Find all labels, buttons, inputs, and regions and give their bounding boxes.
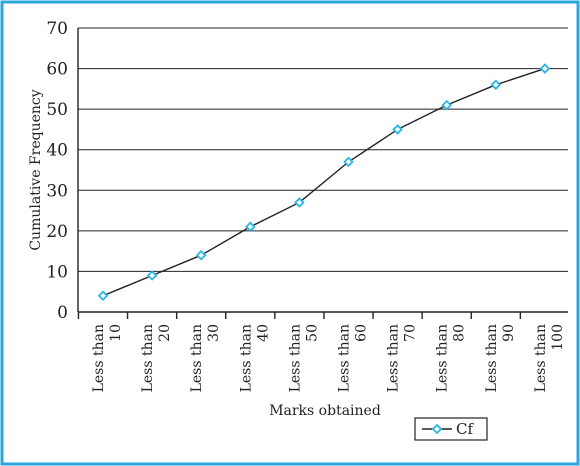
x-tick-label-7: Less than80 <box>435 324 468 392</box>
x-axis-title: Marks obtained <box>269 403 381 419</box>
data-point-9 <box>539 63 551 74</box>
y-tick-label-20: 20 <box>46 222 68 242</box>
legend-label: Cf <box>456 420 474 438</box>
legend: Cf <box>414 417 488 441</box>
series-cf <box>97 63 551 302</box>
y-tick-label-40: 40 <box>46 141 68 161</box>
data-point-4 <box>294 197 305 208</box>
x-tick-label-0: Less than10 <box>91 324 124 392</box>
data-point-6 <box>392 124 403 135</box>
series-line-cf <box>102 67 546 297</box>
data-point-3 <box>245 221 256 233</box>
y-tick-label-0: 0 <box>57 303 68 323</box>
data-point-7 <box>441 99 452 111</box>
x-tick-label-5: Less than60 <box>337 324 370 392</box>
y-tick-label-60: 60 <box>46 60 68 80</box>
x-tick-label-9: Less than100 <box>533 324 566 392</box>
data-point-1 <box>146 270 158 281</box>
axes <box>77 28 568 313</box>
x-tick-label-3: Less than40 <box>238 324 271 392</box>
x-tick-label-2: Less than30 <box>189 324 222 392</box>
x-tick-label-1: Less than20 <box>140 324 173 392</box>
y-tick-label-50: 50 <box>46 100 68 120</box>
data-point-0 <box>97 290 109 302</box>
x-tick-label-8: Less than90 <box>484 324 517 392</box>
y-tick-label-70: 70 <box>46 19 68 39</box>
data-point-2 <box>195 249 207 261</box>
x-tick-label-6: Less than70 <box>386 324 419 392</box>
grid-lines <box>78 27 568 272</box>
y-tick-label-10: 10 <box>46 262 68 282</box>
legend-marker <box>431 423 443 435</box>
y-axis-title: Cumulative Frequency <box>28 89 44 250</box>
y-tick-label-30: 30 <box>46 181 68 201</box>
x-axis-ticks: Less than10 Less than20 Less than30 Less th… <box>77 312 566 392</box>
data-point-5 <box>343 156 354 168</box>
x-tick-label-4: Less than50 <box>287 324 320 392</box>
y-axis-ticks: 0 10 20 30 40 50 60 70 <box>46 19 68 323</box>
data-point-8 <box>490 79 502 91</box>
